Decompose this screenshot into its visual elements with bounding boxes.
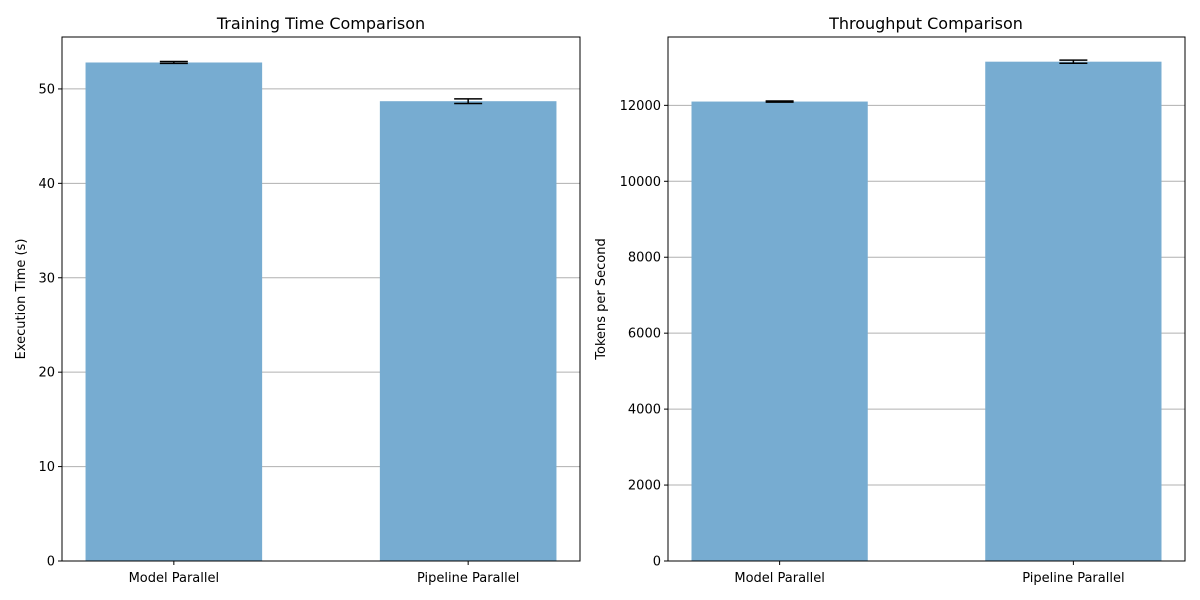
chart-throughput: Throughput Comparison Tokens per Second …: [594, 14, 1186, 586]
chart-title: Training Time Comparison: [216, 14, 425, 33]
chart-title: Throughput Comparison: [828, 14, 1023, 33]
bar: [985, 61, 1162, 562]
x-tick-label: Pipeline Parallel: [417, 571, 519, 586]
error-bars: [159, 60, 483, 105]
y-tick-label: 40: [38, 177, 55, 192]
error-bars: [765, 59, 1088, 103]
x-ticks: Model Parallel Pipeline Parallel: [734, 561, 1125, 586]
y-tick-label: 6000: [628, 327, 661, 342]
y-ticks: 0 10 20 30 40 50: [38, 82, 62, 570]
y-tick-label: 20: [38, 366, 55, 381]
plot-frame: [61, 36, 581, 562]
y-tick-label: 12000: [620, 99, 661, 114]
y-tick-label: 30: [38, 271, 55, 286]
bar: [379, 101, 557, 561]
y-tick-label: 0: [47, 555, 55, 570]
x-tick-label: Pipeline Parallel: [1022, 571, 1124, 586]
x-ticks: Model Parallel Pipeline Parallel: [129, 561, 519, 586]
y-tick-label: 10000: [620, 175, 661, 190]
y-tick-label: 0: [653, 555, 661, 570]
y-tick-label: 8000: [628, 251, 661, 266]
y-axis-label: Tokens per Second: [594, 238, 609, 360]
bar: [691, 101, 868, 562]
y-tick-label: 2000: [628, 479, 661, 494]
y-tick-label: 50: [38, 82, 55, 97]
bar: [85, 62, 263, 562]
bars: [691, 61, 1162, 562]
y-tick-label: 4000: [628, 403, 661, 418]
plot-frame: [667, 36, 1186, 562]
x-tick-label: Model Parallel: [129, 571, 220, 586]
bars: [85, 62, 557, 562]
y-tick-label: 10: [38, 460, 55, 475]
x-tick-label: Model Parallel: [734, 571, 825, 586]
chart-training-time: Training Time Comparison Execution Time …: [14, 14, 581, 586]
y-ticks: 0 2000 4000 6000 8000 10000 12000: [620, 99, 668, 570]
y-axis-label: Execution Time (s): [14, 239, 29, 360]
